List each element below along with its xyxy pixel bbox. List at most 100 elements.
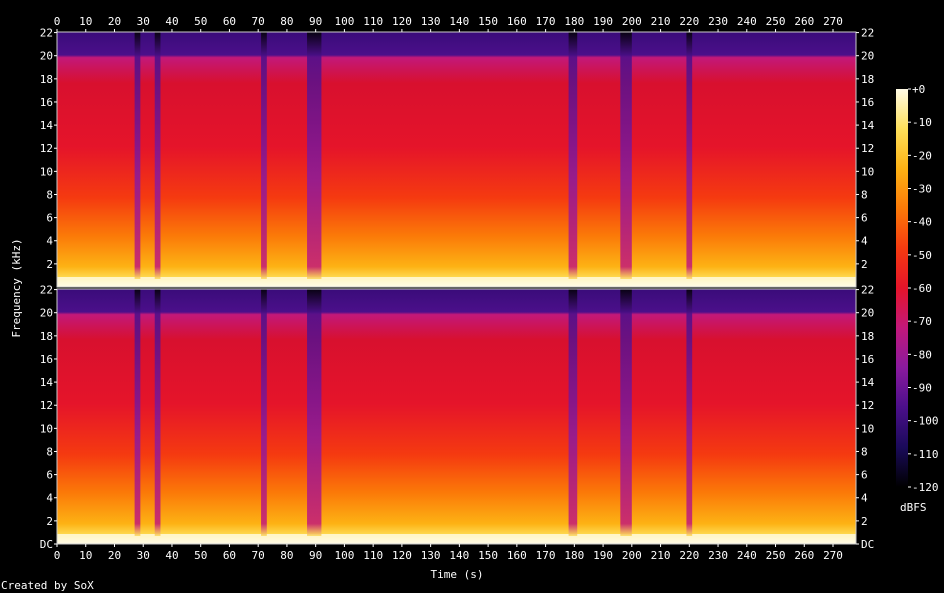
x-tick-label-top: 140	[449, 15, 469, 28]
y-tick-label-right: 22	[861, 27, 874, 40]
x-tick-label-top: 120	[392, 15, 412, 28]
quiet-segment	[154, 289, 161, 536]
quiet-segment	[134, 32, 141, 279]
x-tick-label-top: 30	[137, 15, 150, 28]
y-tick-label-right: 4	[861, 492, 868, 505]
spectrogram-body	[57, 32, 856, 287]
quiet-segment	[620, 289, 632, 536]
x-tick-label-bottom: 50	[194, 549, 207, 562]
colorbar-tick-label: -80	[912, 348, 932, 361]
y-tick-label-right: 12	[861, 142, 874, 155]
x-tick-label-bottom: 220	[679, 549, 699, 562]
x-tick-label-top: 210	[651, 15, 671, 28]
x-tick-label-top: 200	[622, 15, 642, 28]
x-tick-label-bottom: 210	[651, 549, 671, 562]
y-tick-label: 16	[40, 353, 53, 366]
y-tick-label-right: 20	[861, 50, 874, 63]
x-tick-label-top: 50	[194, 15, 207, 28]
y-tick-label: 20	[40, 50, 53, 63]
x-axis-label: Time (s)	[431, 568, 484, 581]
quiet-segment	[686, 289, 693, 536]
colorbar-tick-label: -90	[912, 382, 932, 395]
x-tick-label-bottom: 180	[564, 549, 584, 562]
plot-frame	[56, 288, 857, 545]
x-tick-label-bottom: 270	[823, 549, 843, 562]
y-tick-label: DC	[40, 538, 53, 551]
y-tick-label: 18	[40, 73, 53, 86]
x-tick-label-bottom: 0	[54, 549, 61, 562]
y-tick-label-right: 8	[861, 445, 868, 458]
x-tick-label-top: 170	[536, 15, 556, 28]
colorbar-label: dBFS	[900, 501, 927, 514]
colorbar-tick-label: -60	[912, 282, 932, 295]
y-tick-label: 8	[46, 188, 53, 201]
y-tick-label: 12	[40, 142, 53, 155]
y-tick-label-right: 2	[861, 515, 868, 528]
channel-2-plot	[56, 288, 857, 545]
x-tick-label-top: 250	[766, 15, 786, 28]
y-tick-label: 6	[46, 469, 53, 482]
y-tick-label: 8	[46, 445, 53, 458]
colorbar	[896, 89, 908, 487]
y-tick-label-right: 4	[861, 235, 868, 248]
colorbar-tick-label: -110	[912, 448, 939, 461]
y-tick-label-right: 6	[861, 212, 868, 225]
x-tick-label-top: 180	[564, 15, 584, 28]
colorbar-tick-label: -40	[912, 216, 932, 229]
x-tick-label-top: 110	[363, 15, 383, 28]
colorbar-tick-label: -120	[912, 481, 939, 494]
x-tick-label-top: 10	[79, 15, 92, 28]
x-tick-label-top: 90	[309, 15, 322, 28]
x-tick-label-bottom: 170	[536, 549, 556, 562]
x-tick-label-bottom: 240	[737, 549, 757, 562]
quiet-segment	[261, 32, 267, 279]
colorbar-tick-label: -20	[912, 149, 932, 162]
x-tick-label-top: 40	[165, 15, 178, 28]
channel-1-plot	[56, 31, 857, 288]
y-tick-label-right: 18	[861, 330, 874, 343]
y-tick-label-right: 18	[861, 73, 874, 86]
quiet-segment	[154, 32, 161, 279]
y-tick-label: 18	[40, 330, 53, 343]
x-tick-label-top: 160	[507, 15, 527, 28]
quiet-segment	[568, 32, 578, 279]
quiet-segment	[307, 289, 322, 536]
y-tick-label: 22	[40, 27, 53, 40]
x-tick-label-top: 100	[334, 15, 354, 28]
colorbar-tick-label: +0	[912, 83, 925, 96]
colorbar-tick-label: -50	[912, 249, 932, 262]
y-tick-label: 4	[46, 492, 53, 505]
y-tick-label: 2	[46, 258, 53, 271]
x-tick-label-top: 130	[421, 15, 441, 28]
plot-frame	[56, 31, 857, 288]
x-tick-label-bottom: 70	[252, 549, 265, 562]
quiet-segment	[134, 289, 141, 536]
x-tick-label-top: 230	[708, 15, 728, 28]
y-tick-label: 12	[40, 399, 53, 412]
y-tick-label-right: 16	[861, 353, 874, 366]
x-tick-label-bottom: 130	[421, 549, 441, 562]
y-tick-label: 20	[40, 307, 53, 320]
y-tick-label-right: 20	[861, 307, 874, 320]
x-tick-label-bottom: 20	[108, 549, 121, 562]
colorbar-tick-label: -70	[912, 315, 932, 328]
x-tick-label-bottom: 100	[334, 549, 354, 562]
x-tick-label-top: 150	[478, 15, 498, 28]
x-tick-label-top: 240	[737, 15, 757, 28]
x-axis-top: 0 10 20 30 40 50 60 70 80 90 100 110 120 130 140 150 160…	[54, 15, 843, 32]
quiet-segment	[620, 32, 632, 279]
x-tick-label-top: 0	[54, 15, 61, 28]
low-frequency-band	[57, 534, 856, 544]
x-tick-label-top: 190	[593, 15, 613, 28]
y-tick-label-right: 12	[861, 399, 874, 412]
y-tick-label-right: 6	[861, 469, 868, 482]
x-tick-label-bottom: 90	[309, 549, 322, 562]
quiet-segment	[568, 289, 578, 536]
quiet-segment	[686, 32, 693, 279]
y-tick-label-right: 2	[861, 258, 868, 271]
y-tick-label-right: DC	[861, 538, 874, 551]
x-tick-label-top: 20	[108, 15, 121, 28]
colorbar-ticks: +0 -10 -20 -30 -40 -50 -60 -70 -80 -90 -100 -110 -12…	[908, 83, 939, 494]
